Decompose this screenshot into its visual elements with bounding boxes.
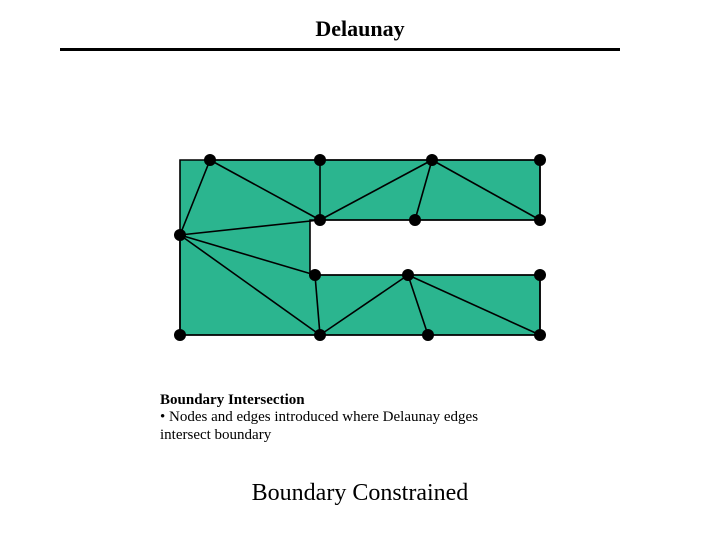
caption-block: Boundary Intersection • Nodes and edges …: [160, 392, 600, 444]
diagram-node: [422, 329, 434, 341]
page-title: Delaunay: [0, 16, 720, 42]
diagram-node: [174, 229, 186, 241]
delaunay-svg: [160, 140, 560, 355]
title-underline: [60, 48, 620, 51]
diagram-node: [314, 154, 326, 166]
diagram-node: [309, 269, 321, 281]
diagram-node: [409, 214, 421, 226]
footer-title: Boundary Constrained: [0, 480, 720, 507]
diagram-node: [534, 329, 546, 341]
diagram-node: [402, 269, 414, 281]
caption-line-2: intersect boundary: [160, 427, 600, 444]
caption-heading: Boundary Intersection: [160, 392, 600, 409]
diagram-fill-polygon: [180, 160, 540, 335]
diagram-node: [314, 329, 326, 341]
diagram-node: [534, 269, 546, 281]
diagram-node: [534, 214, 546, 226]
delaunay-diagram: [160, 140, 560, 355]
diagram-node: [174, 329, 186, 341]
diagram-node: [534, 154, 546, 166]
diagram-node: [426, 154, 438, 166]
caption-line-1: • Nodes and edges introduced where Delau…: [160, 409, 600, 426]
diagram-node: [204, 154, 216, 166]
diagram-node: [314, 214, 326, 226]
